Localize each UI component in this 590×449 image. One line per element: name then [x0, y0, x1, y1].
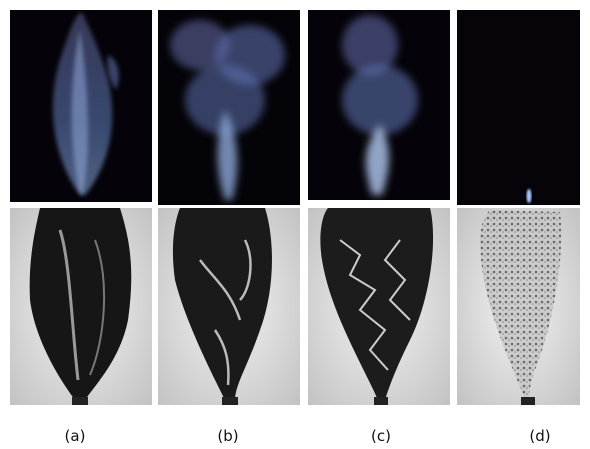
panel-label: (b) [217, 427, 238, 445]
panel-label: (a) [65, 427, 86, 445]
panel-label: (d) [529, 427, 550, 445]
panel-label: (c) [371, 427, 391, 445]
small-flame [527, 189, 532, 203]
figure: (a) (b) (c) (d) [0, 0, 590, 449]
photo-d-top [457, 10, 580, 205]
schlieren-photos [10, 208, 580, 405]
flame-photos [10, 10, 580, 205]
